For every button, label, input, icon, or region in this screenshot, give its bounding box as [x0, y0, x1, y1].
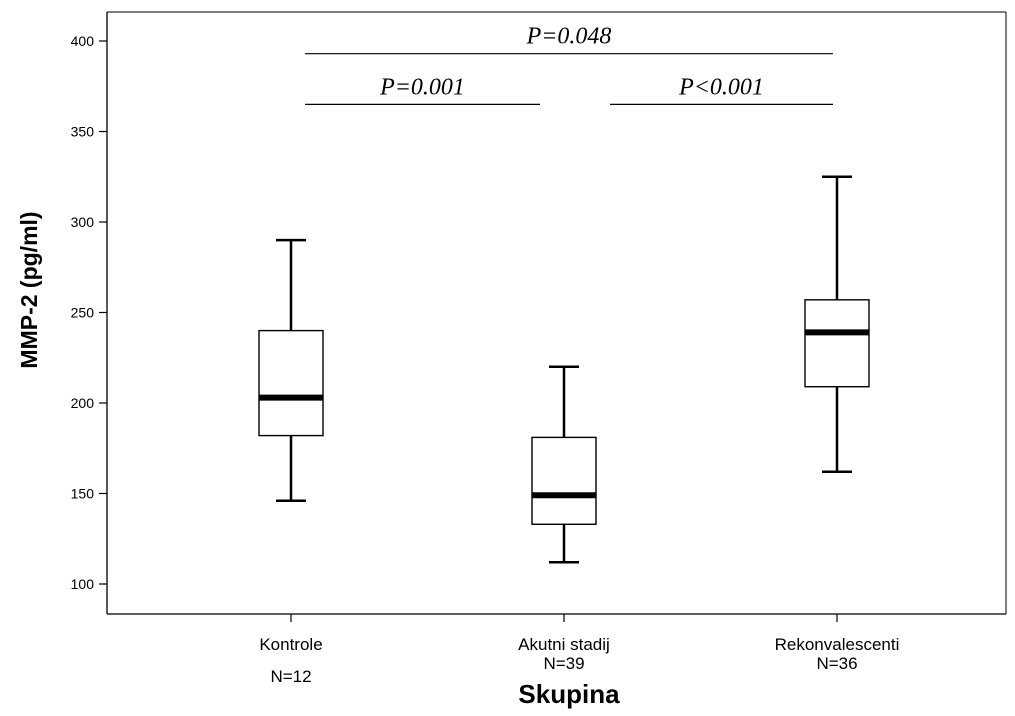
box-0	[258, 238, 324, 502]
x-count-label: N=12	[270, 667, 311, 686]
x-count-label: N=39	[543, 654, 584, 673]
comparison-p-value: P=0.001	[379, 74, 465, 100]
y-tick-label: 350	[71, 124, 95, 140]
y-tick-label: 250	[71, 305, 95, 321]
iqr-box	[804, 299, 870, 388]
box-1	[531, 365, 597, 564]
y-tick-label: 400	[71, 33, 95, 49]
x-category-label: Rekonvalescenti	[775, 635, 900, 654]
y-tick-label: 300	[71, 214, 95, 230]
x-count-label: N=36	[816, 654, 857, 673]
y-tick-label: 100	[71, 576, 95, 592]
boxes	[258, 175, 870, 564]
x-category-label: Akutni stadij	[518, 635, 610, 654]
box-2	[804, 175, 870, 474]
x-axis-title: Skupina	[518, 679, 620, 709]
comparison-p-value: P<0.001	[678, 74, 764, 100]
y-axis-title: MMP-2 (pg/ml)	[16, 211, 42, 368]
comparison-p-value: P=0.048	[526, 24, 612, 50]
significance-brackets: P=0.048 P=0.001 P<0.001	[305, 24, 833, 105]
iqr-box	[258, 329, 324, 437]
iqr-box	[531, 436, 597, 525]
y-tick-label: 200	[71, 395, 95, 411]
y-axis-ticks: 100 150 200 250 300 350 400	[71, 33, 107, 592]
y-tick-label: 150	[71, 486, 95, 502]
x-category-label: Kontrole	[259, 635, 322, 654]
